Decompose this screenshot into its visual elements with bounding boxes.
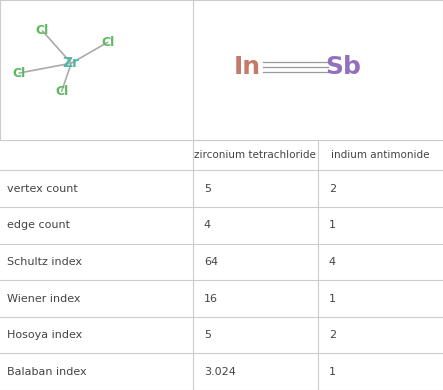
Text: zirconium tetrachloride: zirconium tetrachloride — [194, 151, 316, 160]
Text: 4: 4 — [329, 257, 336, 267]
Text: Cl: Cl — [13, 67, 26, 80]
Text: Sb: Sb — [325, 55, 361, 80]
Text: 1: 1 — [329, 367, 336, 377]
Text: 2: 2 — [329, 330, 336, 340]
Text: 16: 16 — [204, 294, 218, 303]
Text: 64: 64 — [204, 257, 218, 267]
Text: Zr: Zr — [63, 56, 80, 70]
Text: Cl: Cl — [36, 25, 49, 37]
Text: 1: 1 — [329, 294, 336, 303]
Text: Schultz index: Schultz index — [7, 257, 82, 267]
Text: edge count: edge count — [7, 220, 70, 230]
Text: Balaban index: Balaban index — [7, 367, 86, 377]
Text: Wiener index: Wiener index — [7, 294, 80, 303]
Text: Cl: Cl — [55, 85, 68, 98]
Text: Hosoya index: Hosoya index — [7, 330, 82, 340]
Text: 1: 1 — [329, 220, 336, 230]
Text: 5: 5 — [204, 330, 211, 340]
Text: 3.024: 3.024 — [204, 367, 236, 377]
Text: 2: 2 — [329, 184, 336, 194]
Text: vertex count: vertex count — [7, 184, 78, 194]
Text: 4: 4 — [204, 220, 211, 230]
Text: In: In — [234, 55, 261, 80]
Text: indium antimonide: indium antimonide — [331, 151, 430, 160]
Text: Cl: Cl — [101, 35, 115, 49]
Text: 5: 5 — [204, 184, 211, 194]
